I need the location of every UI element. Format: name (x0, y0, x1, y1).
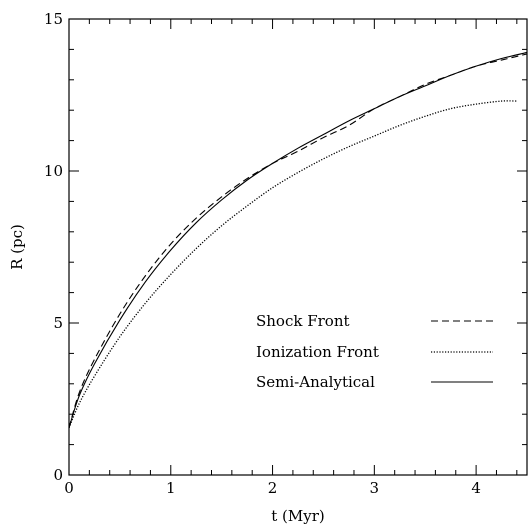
y-tick-label: 0 (53, 466, 63, 484)
x-tick-label: 2 (268, 479, 278, 497)
series-line-dotted (68, 100, 517, 429)
legend-label: Semi-Analytical (256, 373, 375, 391)
x-tick-label: 4 (471, 479, 481, 497)
y-tick-label: 10 (44, 162, 63, 180)
legend-label: Ionization Front (256, 343, 379, 361)
x-tick-label: 1 (166, 479, 176, 497)
legend: Shock Front Ionization Front Semi-Analytic… (256, 312, 493, 391)
plot-area-frame (68, 18, 528, 476)
x-tick-label: 0 (64, 479, 74, 497)
y-tick-label: 15 (44, 10, 63, 28)
tick-labels: 0 1 2 3 4 0 5 10 15 (44, 10, 481, 497)
series-line-dashed (68, 53, 528, 429)
legend-label: Shock Front (256, 312, 350, 330)
x-tick-label: 3 (370, 479, 380, 497)
series-lines (68, 51, 528, 429)
y-tick-label: 5 (53, 314, 63, 332)
x-axis-title: t (Myr) (271, 507, 325, 525)
series-line-solid (68, 51, 528, 429)
axis-ticks (68, 18, 527, 476)
y-axis-title: R (pc) (8, 224, 26, 270)
